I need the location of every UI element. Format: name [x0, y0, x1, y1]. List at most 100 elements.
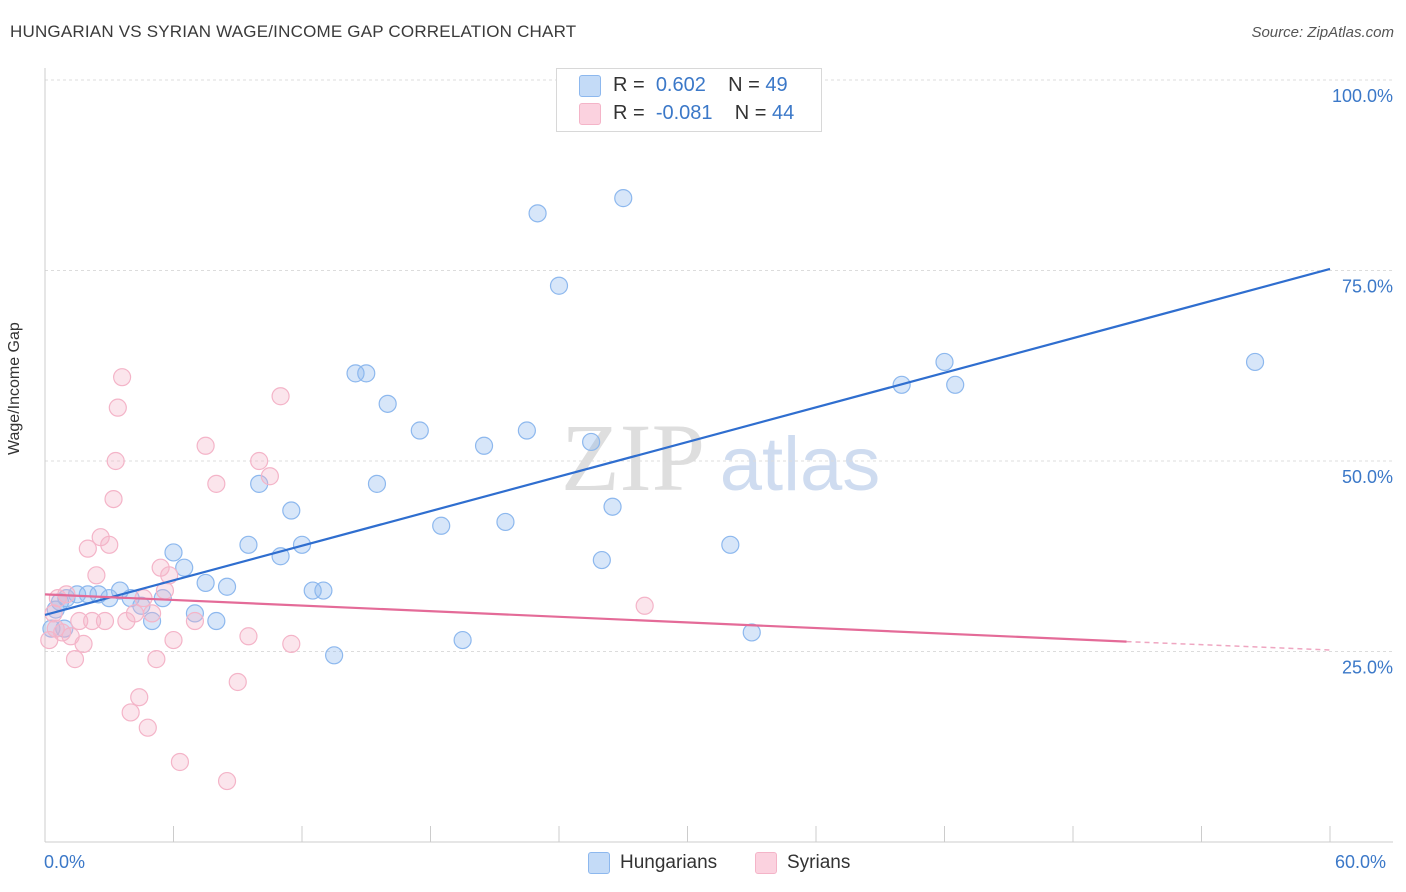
- syrians-point: [142, 604, 162, 623]
- syrians-trend-extension: [1126, 640, 1331, 651]
- syrians-point: [78, 539, 97, 558]
- syrians-point: [53, 623, 72, 642]
- hungarians-point: [207, 611, 226, 631]
- syrians-point: [207, 474, 226, 493]
- y-tick-label: 100.0%: [1332, 86, 1393, 106]
- legend-n-value: 44: [772, 102, 795, 124]
- hungarians-point: [175, 558, 194, 577]
- hungarians-point: [614, 189, 633, 208]
- hungarians-point: [282, 501, 301, 520]
- syrians-point: [100, 535, 119, 554]
- zipatlas-watermark: ZIP atlas: [561, 404, 880, 511]
- hungarians-point: [185, 604, 205, 623]
- hungarians-point: [303, 581, 322, 600]
- hungarians-point: [517, 421, 536, 440]
- syrians-point: [95, 611, 115, 631]
- hungarians-trend-line: [44, 267, 1331, 616]
- hungarians-point: [742, 623, 761, 642]
- x-tick-min: 0.0%: [44, 852, 86, 872]
- svg-text:atlas: atlas: [720, 422, 881, 507]
- legend-r-value: -0.081: [655, 102, 713, 124]
- y-tick-label: 50.0%: [1342, 467, 1393, 487]
- hungarians-point: [239, 535, 258, 554]
- hungarians-swatch: [579, 74, 601, 97]
- hungarians-point: [946, 375, 965, 394]
- chart-title: HUNGARIAN VS SYRIAN WAGE/INCOME GAP CORR…: [10, 22, 577, 41]
- hungarians-point: [346, 364, 365, 383]
- hungarians-point: [410, 421, 429, 440]
- syrians-point: [196, 436, 215, 455]
- hungarians-point: [496, 512, 515, 532]
- stats-legend: R = 0.602 N = 49 R = -0.081 N = 44: [556, 68, 822, 132]
- syrians-point: [185, 611, 205, 631]
- hungarians-point: [474, 436, 494, 455]
- hungarians-point: [432, 516, 451, 535]
- syrians-point: [65, 650, 85, 669]
- syrians-point: [217, 771, 237, 791]
- legend-row-syrians: R = -0.081 N = 44: [579, 102, 794, 126]
- legend-r-label: R =: [613, 74, 645, 96]
- hungarians-point: [42, 619, 61, 638]
- syrians-trend-line: [44, 593, 1127, 643]
- hungarians-legend-label: Hungarians: [620, 852, 718, 874]
- syrians-point: [70, 611, 89, 631]
- legend-r-value: 0.602: [655, 74, 706, 96]
- hungarians-point: [453, 630, 472, 650]
- x-tick-max: 60.0%: [1335, 852, 1387, 872]
- syrians-legend-swatch: [755, 852, 777, 874]
- hungarians-point: [528, 204, 547, 223]
- syrians-point: [239, 627, 258, 646]
- hungarians-point: [582, 432, 601, 452]
- syrians-point: [130, 688, 149, 707]
- syrians-point: [87, 566, 106, 585]
- chart-source: Source: ZipAtlas.com: [1251, 24, 1394, 41]
- syrians-point: [108, 398, 127, 417]
- legend-n-value: 49: [765, 74, 788, 96]
- syrians-point: [125, 604, 145, 623]
- hungarians-point: [378, 394, 397, 413]
- hungarians-point: [357, 364, 376, 383]
- syrians-swatch: [579, 102, 601, 125]
- hungarians-point: [164, 543, 183, 562]
- hungarians-point: [217, 577, 237, 596]
- hungarians-point: [367, 474, 387, 493]
- bottom-legend-hungarians: Hungarians: [588, 852, 717, 874]
- syrians-point: [228, 672, 247, 692]
- legend-r-label: R =: [613, 102, 645, 124]
- legend-n-label: N =: [728, 74, 760, 96]
- syrians-point: [170, 752, 190, 772]
- syrians-point: [74, 634, 93, 653]
- syrians-point: [250, 451, 269, 471]
- series-hungarians: [42, 189, 1265, 665]
- hungarians-point: [1245, 352, 1265, 372]
- hungarians-point: [721, 535, 740, 554]
- syrians-point: [260, 467, 279, 486]
- syrians-point: [635, 596, 654, 615]
- y-tick-label: 25.0%: [1342, 658, 1393, 678]
- hungarians-legend-swatch: [588, 852, 610, 874]
- y-tick-label: 75.0%: [1342, 277, 1393, 297]
- legend-n-label: N =: [734, 102, 767, 124]
- hungarians-point: [314, 581, 333, 600]
- syrians-point: [106, 451, 125, 471]
- syrians-point: [271, 387, 290, 406]
- syrians-point: [104, 490, 123, 509]
- syrians-legend-label: Syrians: [787, 852, 851, 874]
- hungarians-point: [603, 497, 622, 516]
- hungarians-point: [142, 611, 162, 631]
- legend-row-hungarians: R = 0.602 N = 49: [579, 74, 788, 98]
- hungarians-point: [325, 646, 344, 665]
- bottom-legend-syrians: Syrians: [755, 852, 850, 874]
- hungarians-point: [549, 276, 569, 295]
- syrians-point: [147, 650, 166, 669]
- hungarians-point: [935, 352, 954, 372]
- syrians-point: [282, 634, 301, 653]
- series-syrians: [40, 368, 654, 791]
- syrians-point: [83, 611, 102, 631]
- syrians-point: [138, 718, 157, 737]
- hungarians-point: [592, 550, 611, 570]
- syrians-point: [121, 703, 140, 722]
- syrians-point: [164, 630, 183, 650]
- hungarians-point: [196, 573, 215, 593]
